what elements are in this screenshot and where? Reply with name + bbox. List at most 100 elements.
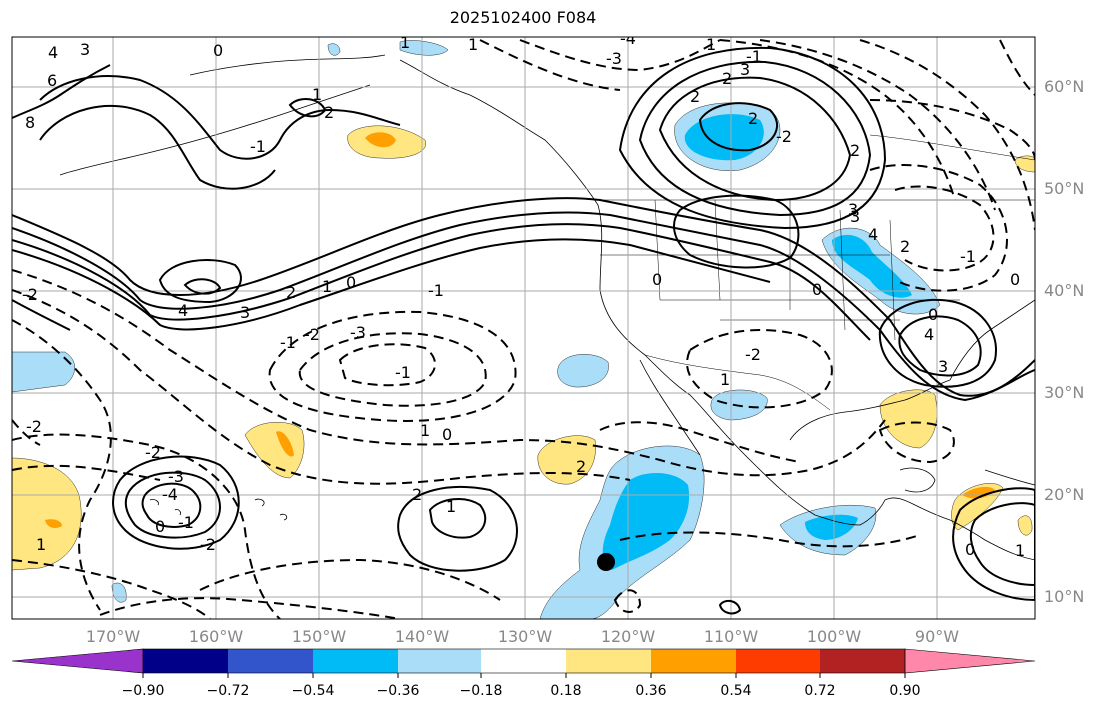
contour-label: 0 (213, 41, 223, 60)
map-frame (11, 36, 1036, 620)
contour-label: -2 (745, 345, 761, 364)
political-borders (600, 134, 1035, 411)
contour-label: 3 (240, 303, 250, 322)
colorbar-segment (651, 649, 736, 673)
contour-label: -2 (22, 285, 38, 304)
contour-label: 0 (155, 517, 165, 536)
contour-label: 4 (868, 225, 878, 244)
contour-label: 0 (965, 540, 975, 559)
colorbar-tick-label: −0.36 (376, 683, 420, 699)
lon-label: 90°W (914, 627, 960, 646)
shade-yellow (1017, 515, 1033, 536)
colorbar-segment (143, 649, 228, 673)
contour-label: -1 (250, 137, 266, 156)
coastline-aleutians (59, 84, 371, 176)
lat-label: 40°N (1044, 281, 1085, 300)
contours-negative (12, 39, 1035, 619)
contour-label: 3 (80, 40, 90, 59)
contour-label: 3 (848, 200, 858, 219)
contour-label: 1 (468, 35, 478, 54)
lat-label: 60°N (1044, 77, 1085, 96)
contour-label: -1 (428, 281, 444, 300)
colorbar-segment (736, 649, 820, 673)
contour-label: 1 (706, 35, 716, 54)
contour-label: -2 (304, 325, 320, 344)
colorbar-segment (820, 649, 905, 673)
contour-label: 2 (412, 485, 422, 504)
colorbar-segment (481, 649, 566, 673)
contour-label: 1 (322, 277, 332, 296)
contour-label: -1 (280, 333, 296, 352)
contour-label: -2 (776, 127, 792, 146)
map-title: 2025102400 F084 (449, 8, 597, 27)
colorbar-tick-label: 0.90 (889, 683, 921, 699)
colorbar-tick-label: −0.72 (206, 683, 250, 699)
shaded-fields (12, 40, 1035, 619)
contour-label: -3 (606, 49, 622, 68)
contour-label: 0 (346, 273, 356, 292)
contour-label: -2 (26, 417, 42, 436)
contour-label: -2 (145, 443, 161, 462)
lon-label: 130°W (497, 627, 553, 646)
contour-label: -2 (200, 535, 216, 554)
lon-label: 150°W (291, 627, 347, 646)
contour-label: 2 (900, 237, 910, 256)
colorbar-extend-high (904, 648, 1036, 674)
colorbar-tick-label: −0.90 (121, 683, 165, 699)
contour-label: -1 (178, 513, 194, 532)
coastline-central-america (984, 469, 1035, 486)
contour-label: 1 (400, 33, 410, 52)
contour-label: 1 (1015, 541, 1025, 560)
shade-light-blue (327, 43, 341, 56)
contour-label: 0 (652, 270, 662, 289)
colorbar (11, 648, 1036, 678)
contour-label: 4 (178, 301, 188, 320)
contour-label: 2 (286, 283, 296, 302)
lon-label: 170°W (85, 627, 141, 646)
colorbar-extend-low (11, 648, 144, 674)
lon-label: 100°W (806, 627, 862, 646)
contour-label: 3 (740, 60, 750, 79)
lon-label: 160°W (188, 627, 244, 646)
shade-blue (805, 514, 858, 540)
colorbar-frame (142, 648, 906, 674)
contour-label: -1 (746, 47, 762, 66)
shade-orange (45, 519, 62, 528)
colorbar-segment (566, 649, 651, 673)
coastline-alaska (189, 54, 386, 76)
shade-light-blue (557, 354, 609, 388)
lat-label: 30°N (1044, 383, 1085, 402)
shade-light-blue (111, 582, 127, 603)
contour-label: 0 (812, 280, 822, 299)
colorbar-segment (313, 649, 398, 673)
contour-label: -1 (395, 363, 411, 382)
shade-blue (832, 234, 912, 298)
lon-label: 110°W (703, 627, 759, 646)
coastline-north-america (399, 59, 1035, 561)
contour-label: 3 (850, 207, 860, 226)
shade-orange (276, 431, 294, 457)
coastline-hawaii (149, 498, 288, 521)
shade-orange (365, 132, 396, 148)
shade-orange (962, 486, 995, 499)
coastline-yucatan (899, 467, 936, 493)
contour-label: 4 (924, 325, 934, 344)
colorbar-segment (228, 649, 313, 673)
shade-blue (602, 473, 690, 570)
contour-label: -3 (350, 323, 366, 342)
contour-label: -3 (168, 467, 184, 486)
shade-yellow (537, 435, 596, 485)
coastline-baja (639, 359, 701, 456)
shade-yellow (879, 389, 938, 449)
contour-label: 1 (312, 85, 322, 104)
contour-label: -1 (960, 247, 976, 266)
contour-label: 2 (690, 87, 700, 106)
contour-label: -4 (620, 29, 636, 48)
contour-label: 0 (1010, 270, 1020, 289)
lon-label: 120°W (600, 627, 656, 646)
colorbar-tick-label: 0.72 (804, 683, 836, 699)
shade-light-blue (12, 351, 75, 393)
contour-label: 1 (36, 535, 46, 554)
contour-label: 0 (442, 425, 452, 444)
